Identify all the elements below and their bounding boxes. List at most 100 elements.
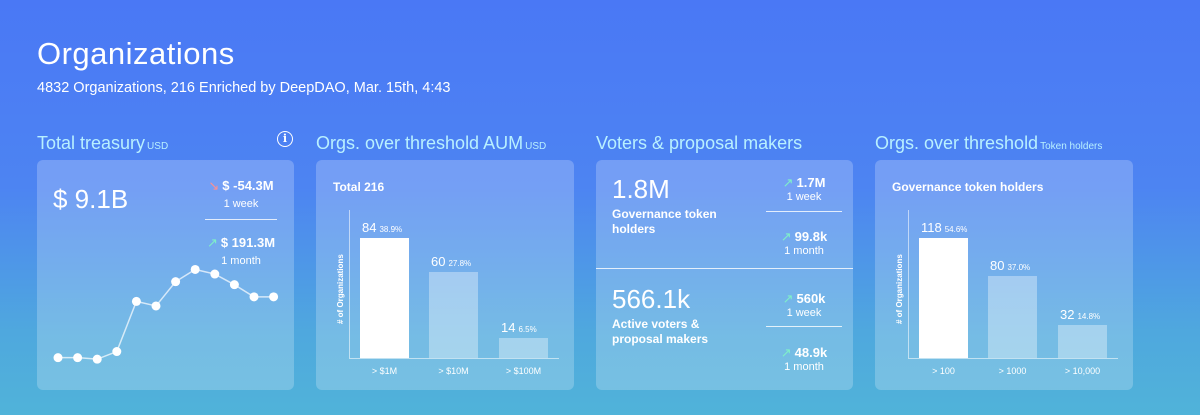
holders-x-tick: > 1000	[998, 366, 1027, 376]
aum-x-tick: > $1M	[371, 366, 398, 376]
sparkline-point[interactable]	[269, 292, 279, 302]
aum-bar-number: 60	[431, 254, 446, 269]
active-label: Active voters & proposal makers	[612, 317, 709, 346]
arrow-up-icon: ↗	[780, 229, 792, 244]
sparkline-point[interactable]	[171, 277, 181, 287]
voters-card: 1.8M Governance token holders ↗ 1.7M 1 we…	[596, 160, 853, 390]
treasury-month-value: $ 191.3M	[220, 235, 276, 250]
page-title: Organizations	[37, 36, 235, 71]
aum-title: Orgs. over threshold AUM USD	[316, 133, 546, 154]
treasury-week-change: ↘ $ -54.3M 1 week	[201, 178, 281, 210]
aum-bar-number: 14	[501, 319, 516, 335]
page-subtitle: 4832 Organizations, 216 Enriched by Deep…	[37, 80, 451, 96]
aum-title-text: Orgs. over threshold AUM	[316, 133, 524, 153]
holders-chart-title: Governance token holders	[892, 180, 1044, 194]
aum-bar	[429, 272, 478, 358]
divider	[766, 326, 842, 327]
holders-week-label: 1 week	[786, 191, 822, 203]
aum-y-axis	[349, 210, 350, 358]
aum-bar-value: 60 27.8%	[431, 254, 471, 269]
holders-month-value: 99.8k	[794, 229, 828, 244]
active-month-value: 48.9k	[794, 345, 828, 360]
holders-bar	[1058, 325, 1107, 358]
aum-unit: USD	[525, 141, 547, 152]
aum-bar-percent: 38.9%	[379, 224, 403, 234]
holders-x-axis	[908, 358, 1118, 359]
section-divider	[596, 268, 853, 269]
sparkline-point[interactable]	[131, 296, 141, 306]
treasury-month-change: ↗ $ 191.3M 1 month	[201, 235, 281, 267]
active-week-label: 1 week	[786, 307, 822, 319]
active-value: 566.1k	[612, 284, 691, 314]
sparkline-point[interactable]	[53, 353, 63, 363]
holders-bar-value: 80 37.0%	[990, 258, 1030, 273]
holders-week-change: ↗ 1.7M 1 week	[764, 175, 844, 203]
treasury-card: $ 9.1B ↘ $ -54.3M 1 week ↗ $ 191.3M 1 mont…	[37, 160, 294, 390]
arrow-up-icon: ↗	[782, 291, 794, 306]
holders-title-text: Orgs. over threshold	[875, 133, 1039, 153]
sparkline-point[interactable]	[73, 353, 83, 363]
sparkline-path	[58, 268, 274, 360]
holders-bar-value: 32 14.8%	[1060, 307, 1100, 322]
sparkline-point[interactable]	[112, 347, 122, 357]
holders-bar	[919, 237, 968, 358]
holders-label: Governance token holders	[612, 207, 717, 236]
holders-bar-percent: 37.0%	[1007, 263, 1031, 273]
treasury-unit: USD	[147, 141, 169, 152]
sparkline-point[interactable]	[249, 292, 259, 302]
aum-bar-percent: 27.8%	[448, 259, 472, 268]
holders-bar-percent: 14.8%	[1077, 312, 1101, 322]
holders-bar-number: 32	[1060, 307, 1075, 323]
divider	[205, 219, 277, 220]
holders-month-label: 1 month	[784, 245, 824, 257]
holders-bar-number: 118	[921, 219, 942, 235]
aum-x-axis	[349, 358, 559, 359]
aum-bar	[360, 237, 409, 358]
aum-bar-number: 84	[362, 219, 377, 235]
holders-week-value: 1.7M	[796, 175, 826, 190]
treasury-title: Total treasury USD	[37, 133, 168, 154]
holders-card: Governance token holders # of Organizati…	[875, 160, 1133, 390]
aum-bar	[499, 337, 548, 358]
arrow-up-icon: ↗	[206, 235, 218, 250]
arrow-up-icon: ↗	[782, 175, 794, 190]
active-month-label: 1 month	[784, 361, 824, 373]
holders-unit: Token holders	[1040, 141, 1103, 152]
info-icon[interactable]: i	[277, 131, 293, 147]
treasury-title-text: Total treasury	[37, 133, 146, 153]
holders-title: Orgs. over threshold Token holders	[875, 133, 1102, 154]
holders-x-tick: > 100	[932, 366, 955, 376]
sparkline-point[interactable]	[229, 280, 239, 290]
holders-ylabel: # of Organizations	[895, 254, 904, 324]
holders-month-change: ↗ 99.8k 1 month	[764, 229, 844, 257]
treasury-week-label: 1 week	[223, 198, 259, 210]
treasury-value: $ 9.1B	[53, 184, 129, 214]
sparkline-point[interactable]	[190, 264, 200, 274]
sparkline-point[interactable]	[151, 301, 161, 311]
voters-title: Voters & proposal makers	[596, 133, 803, 153]
holders-value: 1.8M	[612, 174, 670, 204]
holders-bar-value: 118 54.6%	[921, 220, 967, 235]
holders-bar-number: 80	[990, 258, 1005, 274]
treasury-week-value: $ -54.3M	[222, 178, 274, 193]
active-month-change: ↗ 48.9k 1 month	[764, 345, 844, 373]
sparkline-point[interactable]	[210, 269, 220, 279]
treasury-month-label: 1 month	[221, 255, 261, 267]
aum-chart-title: Total 216	[333, 180, 385, 194]
aum-x-tick: > $100M	[505, 366, 542, 376]
divider	[766, 211, 842, 212]
treasury-sparkline	[53, 264, 279, 364]
active-week-value: 560k	[796, 291, 826, 306]
aum-bar-value: 14 6.5%	[501, 320, 537, 335]
aum-ylabel: # of Organizations	[336, 254, 345, 324]
aum-card: Total 216 # of Organizations 84 38.9% > $1…	[316, 160, 574, 390]
active-week-change: ↗ 560k 1 week	[764, 291, 844, 319]
holders-x-tick: > 10,000	[1064, 366, 1101, 376]
arrow-down-icon: ↘	[208, 178, 220, 193]
aum-bar-value: 84 38.9%	[362, 220, 402, 235]
aum-x-tick: > $10M	[438, 366, 469, 376]
sparkline-point[interactable]	[92, 354, 102, 364]
arrow-up-icon: ↗	[780, 345, 792, 360]
holders-bar	[988, 276, 1037, 358]
holders-bar-percent: 54.6%	[944, 224, 968, 234]
